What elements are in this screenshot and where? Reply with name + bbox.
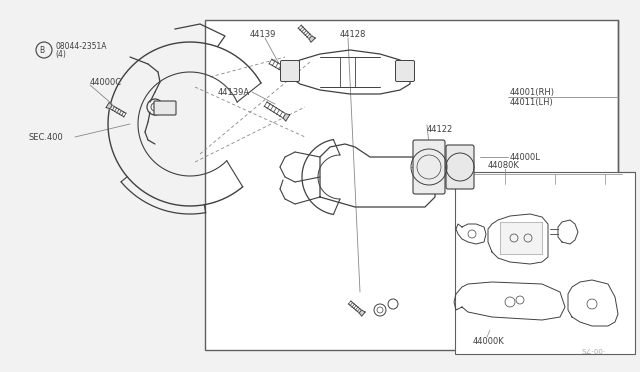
Bar xyxy=(455,172,635,354)
Text: B: B xyxy=(40,45,45,55)
FancyBboxPatch shape xyxy=(446,145,474,189)
Text: 44000L: 44000L xyxy=(510,153,541,161)
Text: 44001(RH): 44001(RH) xyxy=(510,87,555,96)
Text: 44139: 44139 xyxy=(250,29,276,38)
Polygon shape xyxy=(288,70,295,78)
Bar xyxy=(205,20,618,350)
Text: 44000C: 44000C xyxy=(90,77,122,87)
Polygon shape xyxy=(500,222,542,254)
Text: 08044-2351A: 08044-2351A xyxy=(55,42,106,51)
Text: 44122: 44122 xyxy=(427,125,453,134)
Text: SEC.400: SEC.400 xyxy=(28,132,63,141)
FancyBboxPatch shape xyxy=(154,101,176,115)
FancyBboxPatch shape xyxy=(413,140,445,194)
Polygon shape xyxy=(359,310,365,316)
Polygon shape xyxy=(309,36,316,42)
Text: (4): (4) xyxy=(55,49,66,58)
FancyBboxPatch shape xyxy=(280,61,300,81)
FancyBboxPatch shape xyxy=(396,61,415,81)
Text: 44139A: 44139A xyxy=(218,87,250,96)
Text: 44128: 44128 xyxy=(340,29,366,38)
Text: 44000K: 44000K xyxy=(473,337,505,346)
Text: 44011(LH): 44011(LH) xyxy=(510,97,554,106)
Text: S∠·00·: S∠·00· xyxy=(582,349,606,355)
Polygon shape xyxy=(106,102,112,109)
Polygon shape xyxy=(283,114,290,121)
Text: 44080K: 44080K xyxy=(488,160,520,170)
